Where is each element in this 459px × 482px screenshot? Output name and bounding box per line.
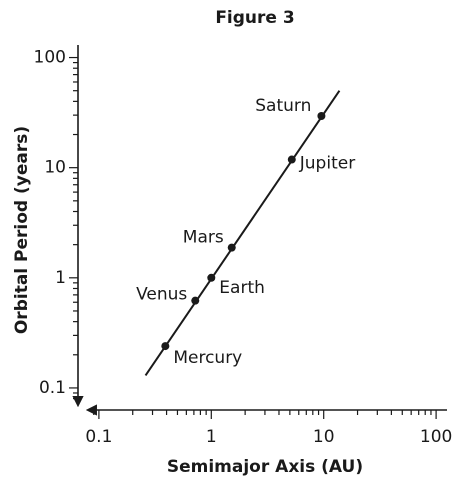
x-tick-label: 100 [420, 427, 452, 447]
x-tick-label: 10 [313, 427, 335, 447]
point-label: Saturn [255, 96, 311, 116]
point [317, 112, 326, 121]
point [191, 296, 200, 305]
point-label: Jupiter [299, 154, 355, 174]
point-label: Mercury [173, 348, 242, 368]
y-axis-label: Orbital Period (years) [12, 126, 32, 334]
x-tick-label: 1 [206, 427, 217, 447]
point-label: Earth [219, 278, 265, 298]
y-tick-label: 100 [34, 48, 66, 68]
y-tick-label: 10 [44, 158, 66, 178]
point [227, 243, 236, 252]
point [207, 273, 216, 282]
y-tick-label: 1 [55, 268, 66, 288]
point-label: Venus [136, 285, 187, 305]
x-tick-label: 0.1 [85, 427, 112, 447]
point [161, 342, 170, 351]
fit-line [144, 90, 341, 376]
point [287, 155, 296, 164]
point-label: Mars [183, 228, 224, 248]
x-axis-label: Semimajor Axis (AU) [167, 457, 363, 477]
y-tick-label: 0.1 [39, 378, 66, 398]
chart-title: Figure 3 [215, 8, 294, 28]
